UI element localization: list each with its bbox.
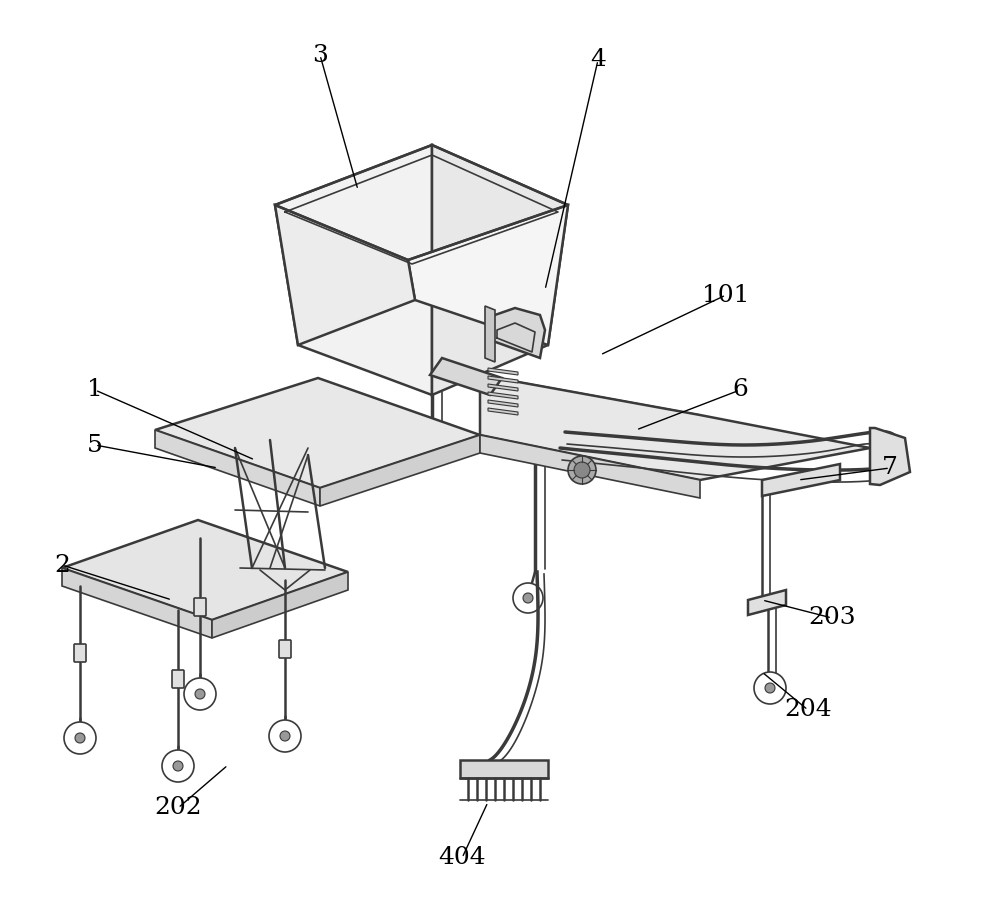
Polygon shape	[480, 435, 700, 498]
Text: 3: 3	[312, 44, 328, 66]
Text: 1: 1	[87, 379, 103, 401]
Circle shape	[568, 456, 596, 484]
Polygon shape	[155, 430, 320, 506]
FancyBboxPatch shape	[194, 598, 206, 616]
Text: 2: 2	[54, 554, 70, 577]
Circle shape	[754, 672, 786, 704]
Text: 202: 202	[154, 796, 202, 820]
Polygon shape	[488, 384, 518, 391]
FancyBboxPatch shape	[74, 644, 86, 662]
Text: 7: 7	[882, 457, 898, 479]
Polygon shape	[480, 375, 870, 480]
Text: 5: 5	[87, 433, 103, 457]
FancyBboxPatch shape	[279, 640, 291, 658]
Polygon shape	[430, 358, 502, 395]
Polygon shape	[762, 464, 840, 496]
FancyBboxPatch shape	[172, 670, 184, 688]
Polygon shape	[320, 435, 480, 506]
Polygon shape	[488, 408, 518, 415]
Circle shape	[184, 678, 216, 710]
Polygon shape	[748, 590, 786, 615]
Polygon shape	[488, 400, 518, 407]
Polygon shape	[408, 205, 568, 345]
Polygon shape	[275, 145, 432, 395]
Circle shape	[280, 731, 290, 741]
Text: 6: 6	[732, 379, 748, 401]
Text: 404: 404	[438, 846, 486, 870]
Polygon shape	[155, 378, 480, 488]
Polygon shape	[488, 392, 518, 399]
Text: 203: 203	[808, 607, 856, 629]
Circle shape	[523, 593, 533, 603]
Polygon shape	[870, 428, 910, 485]
Polygon shape	[485, 306, 495, 362]
Polygon shape	[480, 375, 700, 433]
Circle shape	[269, 720, 301, 752]
Polygon shape	[432, 145, 568, 395]
Circle shape	[173, 761, 183, 771]
Polygon shape	[62, 520, 348, 620]
Text: 4: 4	[590, 48, 606, 72]
Polygon shape	[62, 568, 212, 638]
Polygon shape	[488, 308, 545, 358]
Polygon shape	[212, 572, 348, 638]
Circle shape	[64, 722, 96, 754]
Circle shape	[765, 683, 775, 693]
Text: 204: 204	[784, 698, 832, 722]
Circle shape	[513, 583, 543, 613]
Polygon shape	[275, 205, 415, 345]
Polygon shape	[488, 376, 518, 383]
Polygon shape	[460, 760, 548, 778]
Polygon shape	[488, 368, 518, 375]
Circle shape	[75, 733, 85, 743]
Text: 101: 101	[702, 283, 750, 307]
Circle shape	[574, 462, 590, 478]
Circle shape	[195, 689, 205, 699]
Circle shape	[162, 750, 194, 782]
